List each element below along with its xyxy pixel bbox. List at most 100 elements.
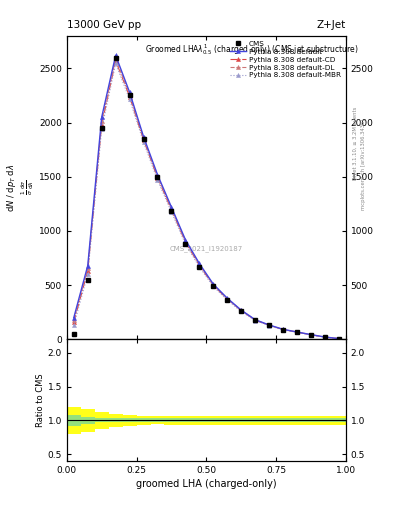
Pythia 8.308 default-CD: [295, 329, 299, 335]
CMS: [309, 332, 313, 338]
X-axis label: groomed LHA (charged-only): groomed LHA (charged-only): [136, 479, 277, 489]
Pythia 8.308 default-CD: [239, 308, 244, 314]
Pythia 8.308 default-DL: [197, 262, 202, 268]
Pythia 8.308 default-CD: [267, 322, 272, 328]
Pythia 8.308 default: [336, 335, 341, 342]
CMS: [141, 136, 146, 142]
CMS: [336, 335, 341, 342]
CMS: [85, 276, 90, 283]
Pythia 8.308 default: [127, 89, 132, 95]
Pythia 8.308 default: [197, 261, 202, 267]
Pythia 8.308 default-DL: [127, 91, 132, 97]
Line: Pythia 8.308 default-CD: Pythia 8.308 default-CD: [72, 59, 341, 340]
Pythia 8.308 default-MBR: [72, 322, 76, 328]
Pythia 8.308 default: [239, 307, 244, 313]
Y-axis label: $\mathrm{d}N$ / $\mathrm{d}p_T$ $\mathrm{d}\lambda$
$\frac{1}{\sigma}\,\frac{\ma: $\mathrm{d}N$ / $\mathrm{d}p_T$ $\mathrm…: [5, 163, 36, 212]
Pythia 8.308 default: [113, 52, 118, 58]
Pythia 8.308 default-DL: [113, 55, 118, 61]
Pythia 8.308 default-CD: [281, 327, 285, 333]
Pythia 8.308 default-MBR: [239, 308, 244, 314]
Pythia 8.308 default-DL: [267, 322, 272, 328]
CMS: [295, 329, 299, 335]
Pythia 8.308 default: [141, 134, 146, 140]
Text: Groomed LHA$\lambda^1_{0.5}$ (charged only) (CMS jet substructure): Groomed LHA$\lambda^1_{0.5}$ (charged on…: [145, 42, 359, 57]
Text: mcplots.cern.ch [arXiv:1306.3436]: mcplots.cern.ch [arXiv:1306.3436]: [361, 118, 366, 209]
Pythia 8.308 default: [183, 237, 188, 243]
Pythia 8.308 default-DL: [141, 135, 146, 141]
CMS: [281, 327, 285, 333]
Pythia 8.308 default-DL: [336, 335, 341, 342]
Pythia 8.308 default-DL: [281, 326, 285, 332]
Pythia 8.308 default-MBR: [225, 297, 230, 303]
Pythia 8.308 default-MBR: [141, 139, 146, 145]
Pythia 8.308 default: [99, 114, 104, 120]
CMS: [183, 241, 188, 247]
CMS: [72, 331, 76, 337]
Pythia 8.308 default: [281, 326, 285, 332]
Pythia 8.308 default: [211, 281, 216, 287]
Pythia 8.308 default-DL: [85, 265, 90, 271]
Pythia 8.308 default-DL: [323, 334, 327, 340]
Text: Rivet 3.1.10, ≥ 3.2M events: Rivet 3.1.10, ≥ 3.2M events: [353, 106, 358, 180]
CMS: [253, 317, 257, 324]
Pythia 8.308 default-DL: [253, 317, 257, 323]
Text: Z+Jet: Z+Jet: [317, 20, 346, 30]
Pythia 8.308 default-MBR: [323, 334, 327, 340]
Pythia 8.308 default-MBR: [99, 126, 104, 132]
CMS: [267, 322, 272, 328]
Pythia 8.308 default-CD: [72, 319, 76, 325]
Pythia 8.308 default-DL: [225, 295, 230, 302]
Text: 13000 GeV pp: 13000 GeV pp: [67, 20, 141, 30]
Pythia 8.308 default-MBR: [183, 241, 188, 247]
Pythia 8.308 default-CD: [197, 262, 202, 268]
Pythia 8.308 default-CD: [225, 296, 230, 302]
Pythia 8.308 default-CD: [113, 58, 118, 64]
Pythia 8.308 default: [85, 263, 90, 269]
Pythia 8.308 default-DL: [309, 332, 313, 338]
Pythia 8.308 default-MBR: [155, 177, 160, 183]
Pythia 8.308 default-MBR: [127, 96, 132, 102]
Pythia 8.308 default-DL: [155, 173, 160, 179]
CMS: [113, 54, 118, 60]
Pythia 8.308 default: [72, 315, 76, 321]
CMS: [211, 283, 216, 289]
Pythia 8.308 default-MBR: [267, 323, 272, 329]
Pythia 8.308 default-DL: [183, 238, 188, 244]
Line: Pythia 8.308 default: Pythia 8.308 default: [72, 53, 341, 340]
Legend: CMS, Pythia 8.308 default, Pythia 8.308 default-CD, Pythia 8.308 default-DL, Pyt: CMS, Pythia 8.308 default, Pythia 8.308 …: [229, 39, 342, 80]
Pythia 8.308 default-CD: [155, 175, 160, 181]
Pythia 8.308 default-MBR: [85, 271, 90, 278]
Pythia 8.308 default-MBR: [309, 332, 313, 338]
Line: Pythia 8.308 default-DL: Pythia 8.308 default-DL: [72, 56, 341, 340]
Pythia 8.308 default: [155, 172, 160, 178]
CMS: [197, 264, 202, 270]
CMS: [323, 334, 327, 340]
Pythia 8.308 default-CD: [336, 335, 341, 342]
Pythia 8.308 default: [295, 329, 299, 335]
Pythia 8.308 default-MBR: [113, 60, 118, 67]
Pythia 8.308 default-DL: [169, 205, 174, 211]
Pythia 8.308 default-CD: [141, 137, 146, 143]
CMS: [239, 308, 244, 314]
Pythia 8.308 default-CD: [253, 317, 257, 323]
Pythia 8.308 default-DL: [99, 118, 104, 124]
Pythia 8.308 default-CD: [99, 122, 104, 128]
Text: CMS_2021_I1920187: CMS_2021_I1920187: [170, 245, 243, 252]
Pythia 8.308 default-CD: [211, 282, 216, 288]
CMS: [155, 174, 160, 180]
Pythia 8.308 default-MBR: [281, 327, 285, 333]
Pythia 8.308 default-CD: [127, 94, 132, 100]
Pythia 8.308 default: [323, 334, 327, 340]
Pythia 8.308 default: [169, 204, 174, 210]
CMS: [225, 297, 230, 303]
Pythia 8.308 default-DL: [295, 329, 299, 335]
Pythia 8.308 default-MBR: [169, 209, 174, 215]
Pythia 8.308 default-CD: [183, 239, 188, 245]
Pythia 8.308 default-MBR: [211, 284, 216, 290]
Line: Pythia 8.308 default-MBR: Pythia 8.308 default-MBR: [72, 61, 341, 341]
Pythia 8.308 default: [309, 332, 313, 338]
CMS: [127, 92, 132, 98]
Pythia 8.308 default-MBR: [253, 317, 257, 324]
Y-axis label: Ratio to CMS: Ratio to CMS: [36, 373, 45, 427]
Pythia 8.308 default-CD: [323, 334, 327, 340]
